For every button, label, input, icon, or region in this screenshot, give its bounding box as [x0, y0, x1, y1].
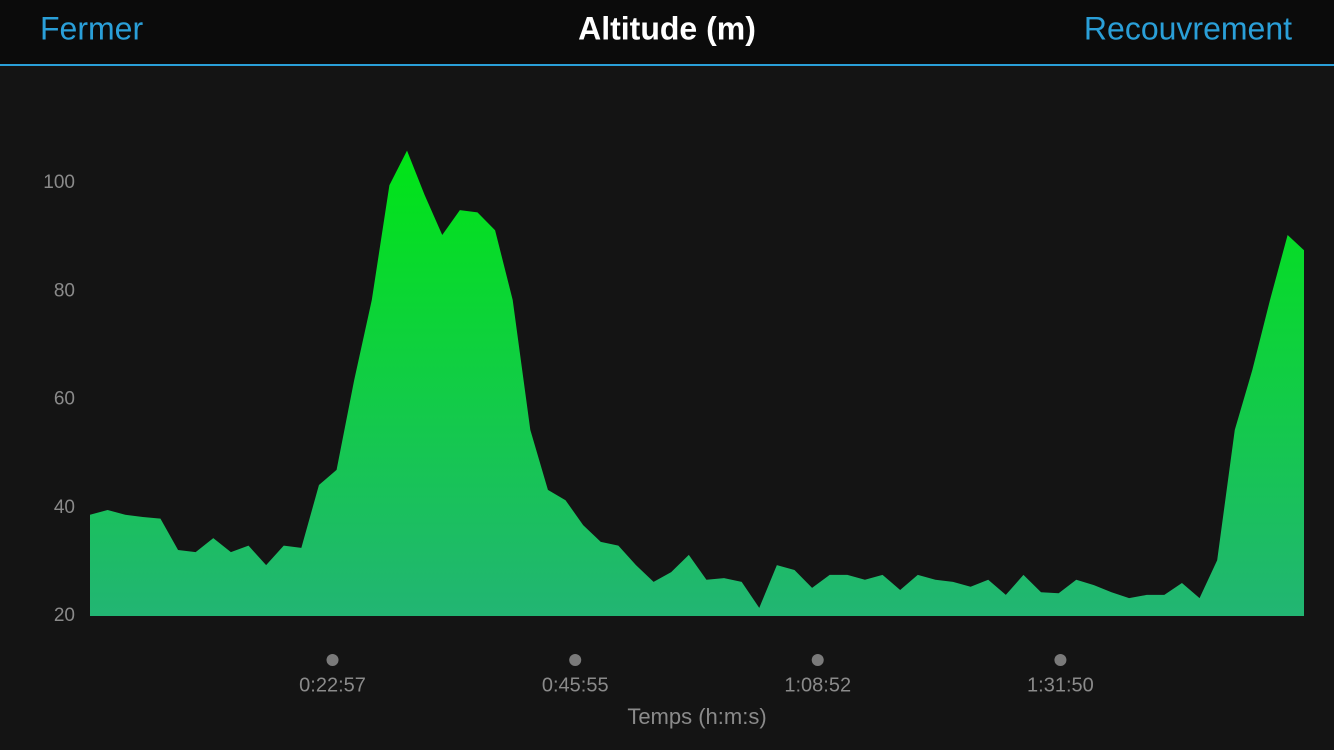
close-button[interactable]: Fermer [40, 10, 143, 46]
x-tick-dot [326, 654, 339, 666]
x-tick-label: 0:22:57 [299, 674, 366, 696]
header-bar [0, 0, 1334, 64]
x-tick-label: 1:08:52 [784, 674, 851, 696]
x-tick-label: 0:45:55 [542, 674, 609, 696]
overlay-button[interactable]: Recouvrement [1084, 10, 1292, 46]
x-tick-dot [1054, 654, 1067, 666]
y-tick-label: 100 [43, 172, 75, 193]
y-tick-label: 80 [54, 280, 75, 301]
x-tick-label: 1:31:50 [1027, 674, 1094, 696]
header-divider [0, 64, 1334, 66]
y-tick-label: 40 [54, 497, 75, 518]
header-title: Altitude (m) [578, 10, 756, 46]
altitude-area [90, 150, 1304, 616]
x-axis-label: Temps (h:m:s) [627, 704, 766, 729]
y-tick-label: 20 [54, 605, 75, 626]
y-tick-label: 60 [54, 389, 75, 410]
x-tick-dot [569, 654, 582, 666]
x-tick-dot [811, 654, 824, 666]
